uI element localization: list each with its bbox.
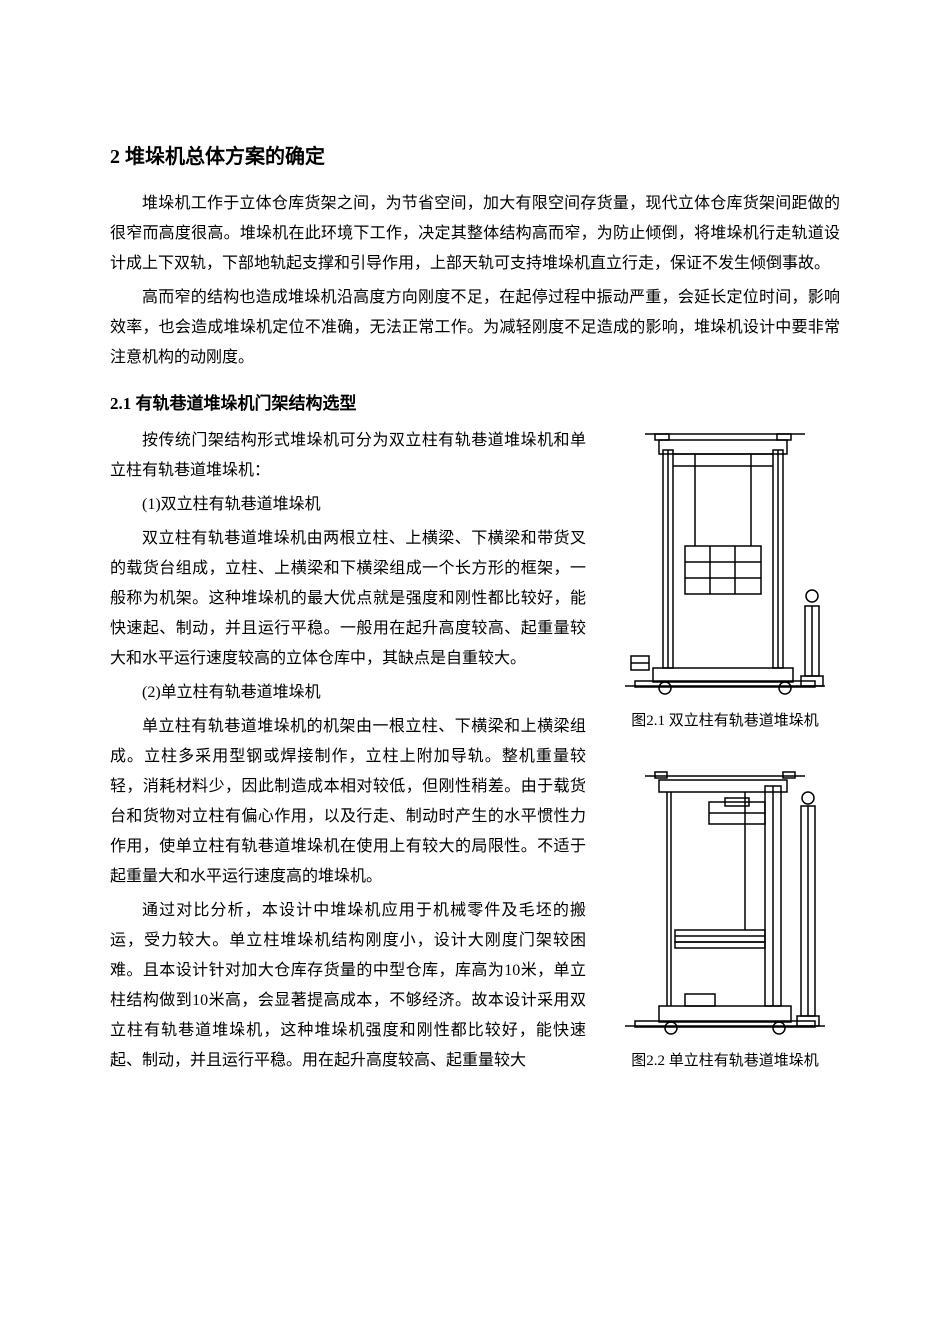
figure-2: 图2.2 单立柱有轨巷道堆垛机 bbox=[610, 766, 840, 1070]
conclusion-paragraph: 通过对比分析，本设计中堆垛机应用于机械零件及毛坯的搬运，受力较大。单立柱堆垛机结… bbox=[110, 896, 586, 1076]
two-column-layout: 按传统门架结构形式堆垛机可分为双立柱有轨巷道堆垛机和单立柱有轨巷道堆垛机： (1… bbox=[110, 426, 840, 1080]
item1-body: 双立柱有轨巷道堆垛机由两根立柱、上横梁、下横梁和带货叉的载货台组成，立柱、上横梁… bbox=[110, 524, 586, 674]
intro-paragraph-1: 堆垛机工作于立体仓库货架之间，为节省空间，加大有限空间存货量，现代立体仓库货架间… bbox=[110, 189, 840, 279]
figure-spacer bbox=[610, 740, 840, 756]
item2-body: 单立柱有轨巷道堆垛机的机架由一根立柱、下横梁和上横梁组成。立柱多采用型钢或焊接制… bbox=[110, 712, 586, 892]
page-root: 2 堆垛机总体方案的确定 堆垛机工作于立体仓库货架之间，为节省空间，加大有限空间… bbox=[0, 0, 950, 1344]
body-column: 按传统门架结构形式堆垛机可分为双立柱有轨巷道堆垛机和单立柱有轨巷道堆垛机： (1… bbox=[110, 426, 586, 1080]
figure-2-image bbox=[615, 766, 835, 1041]
subsection-lead: 按传统门架结构形式堆垛机可分为双立柱有轨巷道堆垛机和单立柱有轨巷道堆垛机： bbox=[110, 426, 586, 486]
figure-1-image bbox=[615, 426, 835, 701]
subsection-title: 2.1 有轨巷道堆垛机门架结构选型 bbox=[110, 389, 840, 414]
section-title: 2 堆垛机总体方案的确定 bbox=[110, 140, 840, 169]
intro-paragraph-2: 高而窄的结构也造成堆垛机沿高度方向刚度不足，在起停过程中振动严重，会延长定位时间… bbox=[110, 283, 840, 373]
item2-title: (2)单立柱有轨巷道堆垛机 bbox=[110, 678, 586, 708]
figure-1-caption: 图2.1 双立柱有轨巷道堆垛机 bbox=[631, 709, 819, 730]
figure-2-caption: 图2.2 单立柱有轨巷道堆垛机 bbox=[631, 1049, 819, 1070]
figure-column: 图2.1 双立柱有轨巷道堆垛机 bbox=[610, 426, 840, 1080]
figure-1: 图2.1 双立柱有轨巷道堆垛机 bbox=[610, 426, 840, 730]
item1-title: (1)双立柱有轨巷道堆垛机 bbox=[110, 490, 586, 520]
